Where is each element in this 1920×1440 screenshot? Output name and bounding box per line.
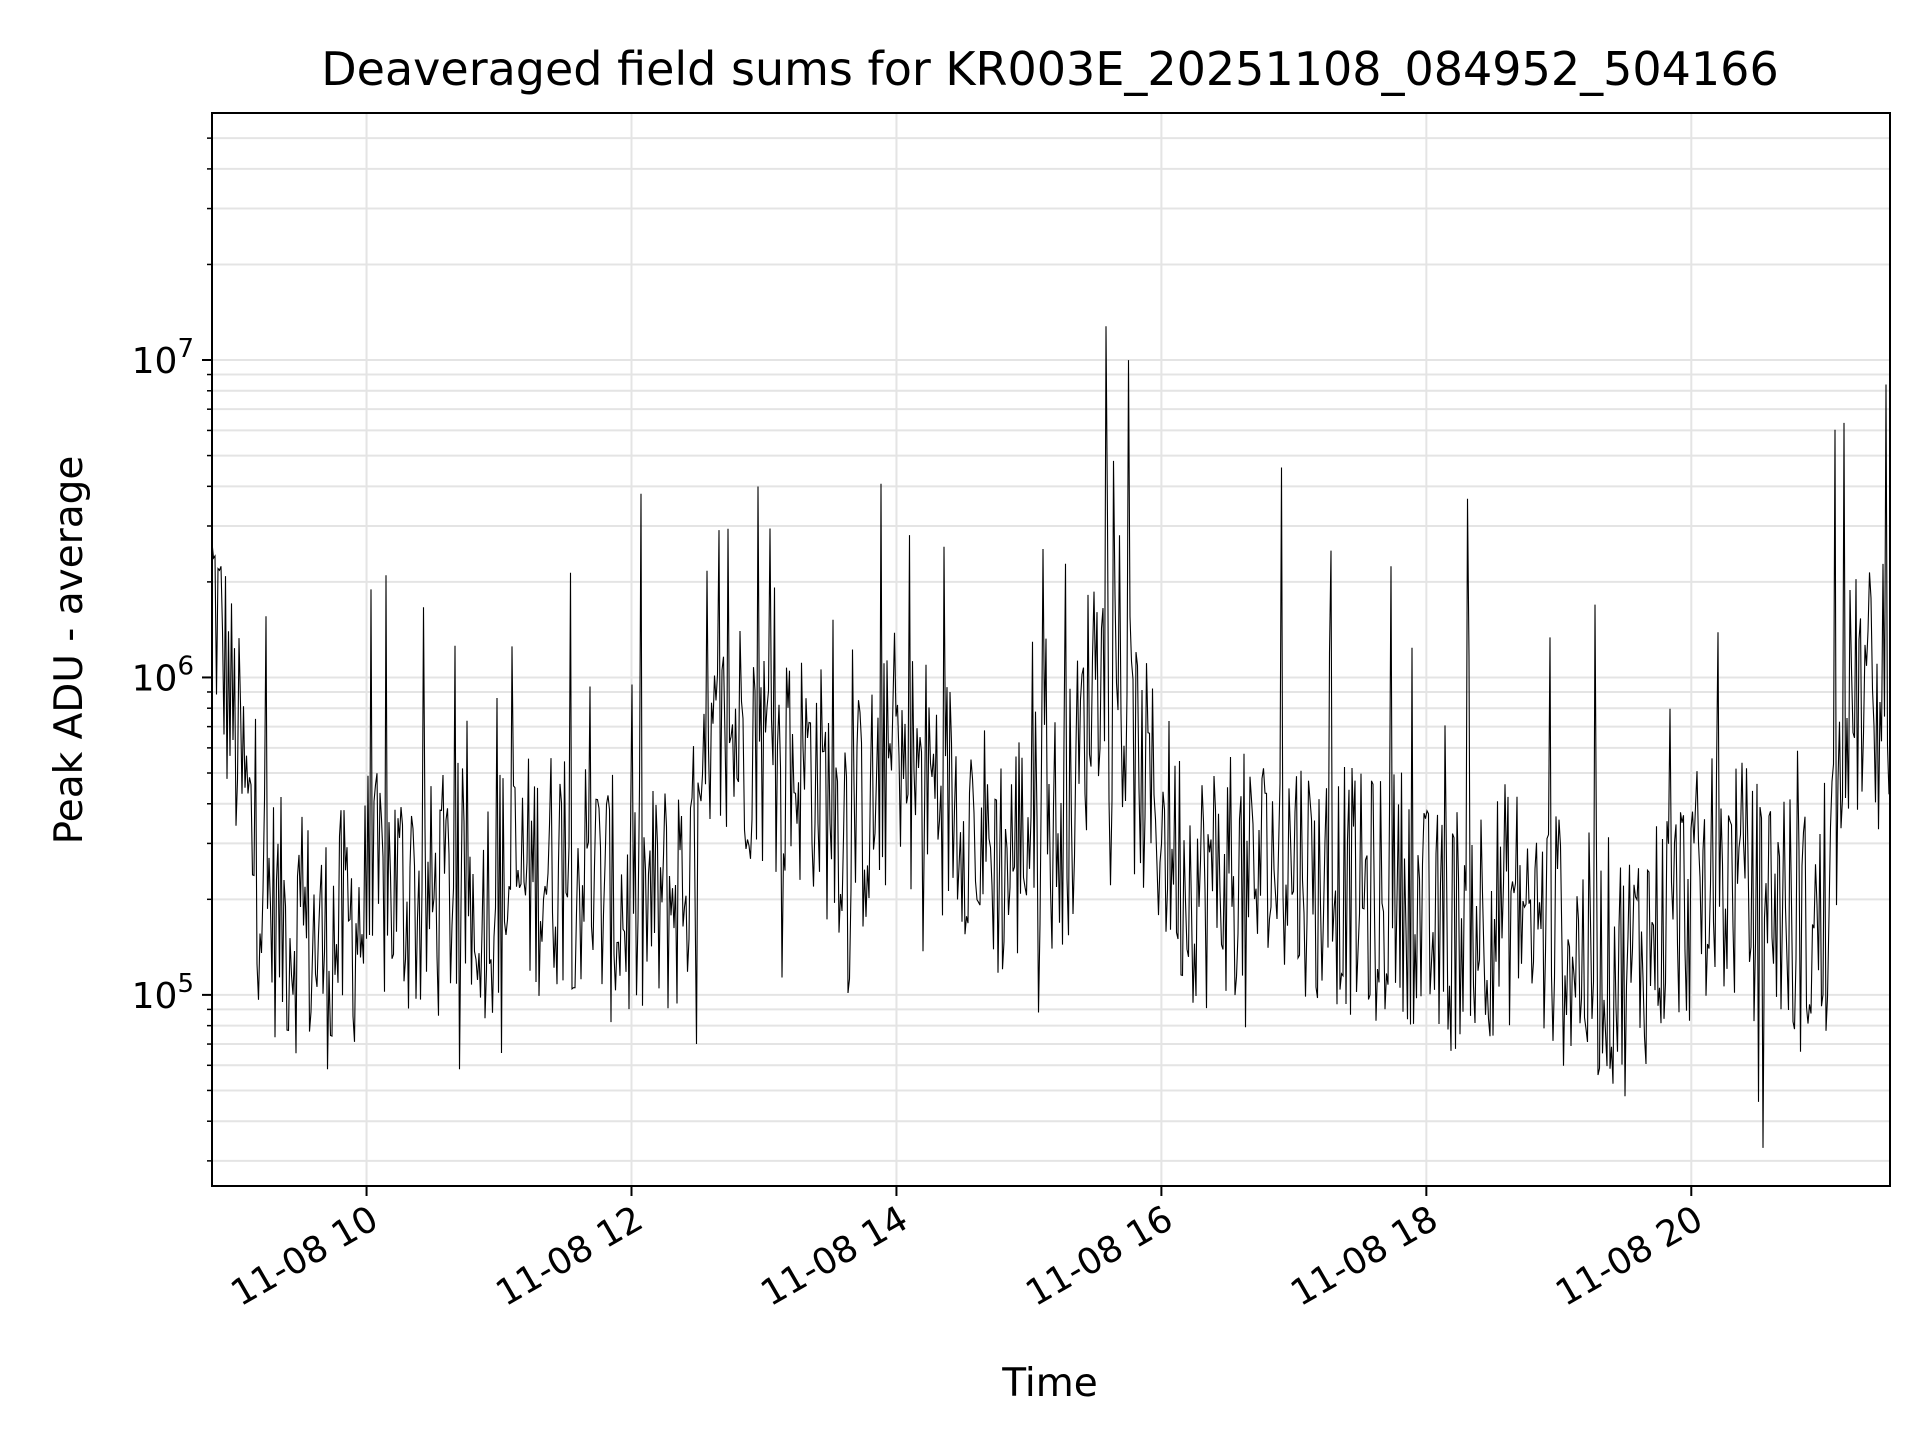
series-line-0 — [211, 326, 1890, 1148]
y-axis-label: Peak ADU - average — [47, 456, 92, 845]
chart-title: Deaveraged field sums for KR003E_2025110… — [321, 42, 1778, 96]
x-axis-label: Time — [1001, 1361, 1097, 1406]
y-tick-label: 107 — [132, 334, 194, 382]
plot-frame — [211, 112, 1891, 1187]
y-axis: 105 106 107 — [132, 137, 212, 1162]
y-tick-label: 106 — [132, 651, 194, 699]
series-layer — [211, 326, 1890, 1148]
y-tick-label: 105 — [132, 969, 194, 1017]
grid — [212, 113, 1890, 1186]
